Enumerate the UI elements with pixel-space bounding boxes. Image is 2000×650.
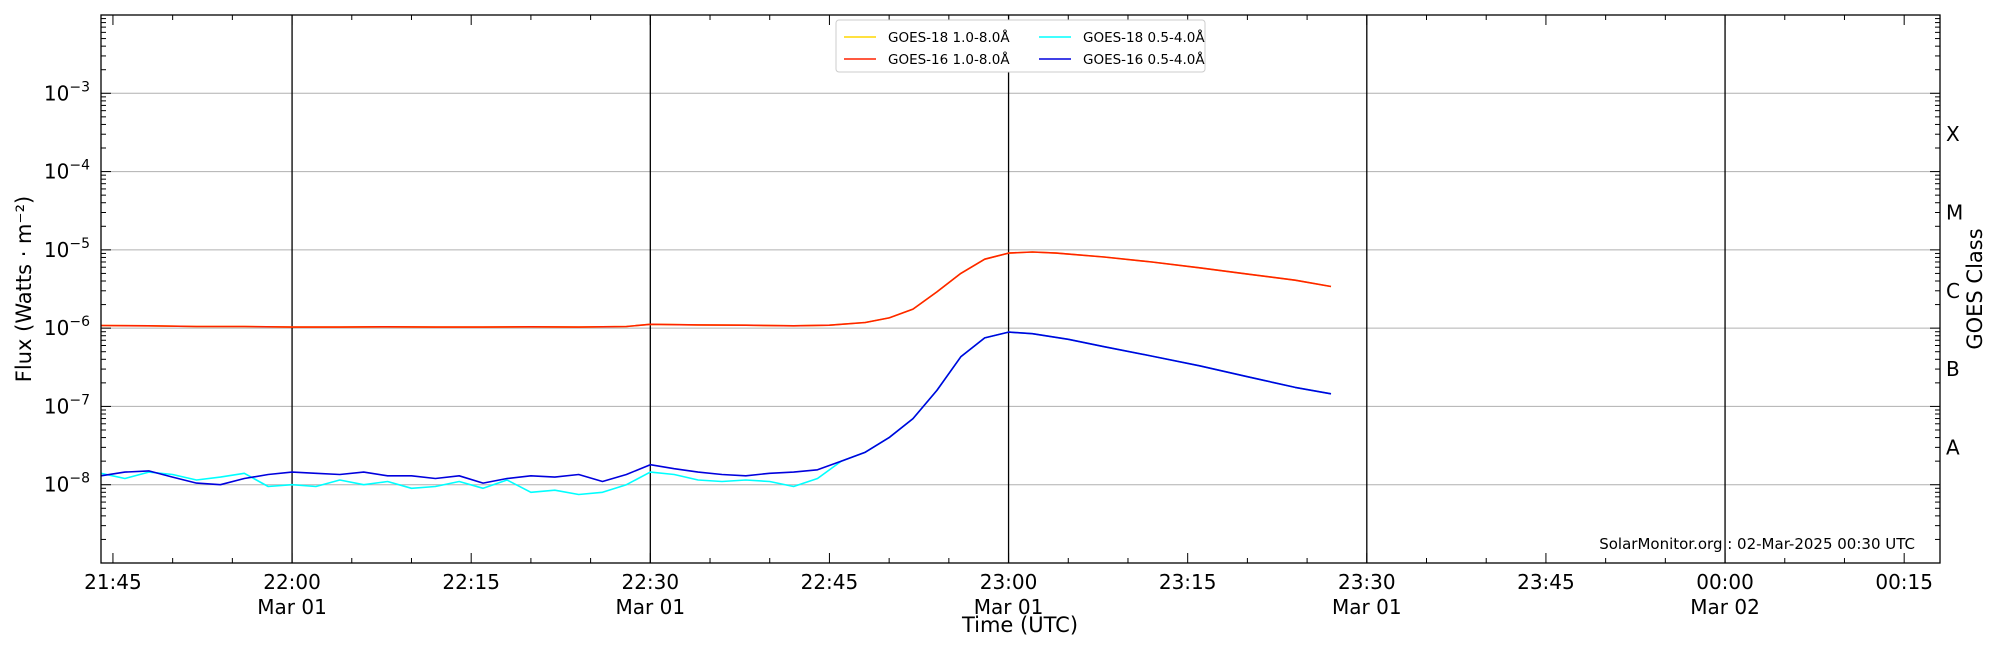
x-tick-label: 22:15	[442, 570, 500, 594]
x-tick-label: 22:30	[621, 570, 679, 594]
x-tick-label: 23:15	[1159, 570, 1217, 594]
goes-class-labels: A B C M X	[1946, 122, 1963, 459]
plot-background	[101, 15, 1940, 563]
x-tick-date-label: Mar 01	[616, 595, 686, 619]
y-tick-label: 10−4	[44, 158, 90, 184]
x-tick-label: 00:15	[1875, 570, 1933, 594]
grid-lines	[101, 92, 1940, 486]
y-tick-label: 10−8	[44, 471, 90, 497]
x-tick-date-label: Mar 01	[257, 595, 327, 619]
series-lines	[100, 251, 1332, 496]
x-tick-date-label: Mar 01	[974, 595, 1044, 619]
credit-text: SolarMonitor.org : 02-Mar-2025 00:30 UTC	[1599, 535, 1915, 553]
goes-class-label: B	[1946, 357, 1960, 381]
series-line	[100, 331, 1332, 486]
legend: GOES-18 1.0-8.0Å GOES-18 0.5-4.0Å GOES-16 …	[835, 19, 1206, 73]
right-axis-title: GOES Class	[1963, 228, 1987, 349]
plot-frame	[100, 14, 1941, 564]
x-tick-label: 21:45	[84, 570, 142, 594]
y-tick-label: 10−3	[44, 79, 90, 105]
x-tick-label: 23:00	[980, 570, 1038, 594]
y-tick-label: 10−7	[44, 392, 90, 418]
y-axis-title: Flux (Watts · m⁻²)	[12, 196, 36, 382]
goes-class-label: A	[1946, 435, 1960, 459]
x-axis-title: Time (UTC)	[961, 613, 1078, 637]
x-tick-label: 23:30	[1338, 570, 1396, 594]
y-tick-label: 10−5	[44, 236, 90, 262]
series-line	[100, 251, 1332, 328]
y-tick-labels: 10−8 10−7 10−6 10−5 10−4 10−3	[44, 79, 90, 496]
axis-ticks	[101, 15, 1940, 564]
legend-label: GOES-16 0.5-4.0Å	[1083, 51, 1205, 68]
legend-label: GOES-16 1.0-8.0Å	[888, 51, 1010, 68]
goes-class-label: M	[1946, 201, 1963, 225]
x-tick-date-label: Mar 02	[1690, 595, 1760, 619]
legend-box	[835, 19, 1206, 73]
legend-label: GOES-18 0.5-4.0Å	[1083, 29, 1205, 46]
legend-label: GOES-18 1.0-8.0Å	[888, 29, 1010, 46]
x-tick-date-label: Mar 01	[1332, 595, 1402, 619]
goes-class-label: C	[1946, 279, 1960, 303]
x-tick-label: 23:45	[1517, 570, 1575, 594]
x-tick-label: 22:45	[801, 570, 859, 594]
x-tick-label: 00:00	[1696, 570, 1754, 594]
goes-class-label: X	[1946, 122, 1960, 146]
x-tick-label: 22:00	[263, 570, 321, 594]
y-tick-label: 10−6	[44, 314, 90, 340]
